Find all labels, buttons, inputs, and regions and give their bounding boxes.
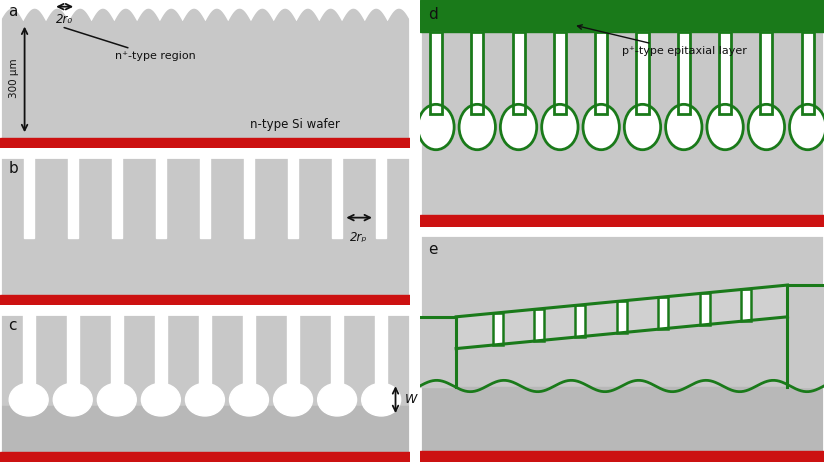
Ellipse shape: [418, 104, 453, 150]
Bar: [801, 32, 813, 114]
Ellipse shape: [53, 383, 92, 416]
Polygon shape: [740, 289, 750, 321]
Text: c: c: [8, 318, 17, 333]
Bar: [759, 32, 772, 114]
Polygon shape: [616, 301, 626, 333]
Bar: [23, 157, 34, 238]
Bar: [677, 32, 689, 114]
Ellipse shape: [185, 383, 224, 416]
Bar: [419, 387, 823, 450]
Bar: [199, 157, 210, 238]
Text: d: d: [428, 7, 437, 22]
Bar: [553, 32, 565, 114]
Bar: [22, 314, 35, 390]
Bar: [111, 314, 123, 390]
Text: b: b: [8, 161, 18, 176]
Ellipse shape: [141, 383, 180, 416]
Bar: [636, 32, 648, 114]
Ellipse shape: [789, 104, 825, 150]
Bar: [0, 452, 409, 462]
Polygon shape: [699, 293, 709, 325]
Ellipse shape: [500, 104, 536, 150]
Bar: [332, 157, 342, 238]
Bar: [331, 314, 343, 390]
Text: n-type Si wafer: n-type Si wafer: [250, 118, 340, 131]
Bar: [244, 157, 254, 238]
Polygon shape: [419, 317, 456, 387]
Bar: [287, 314, 299, 390]
Text: a: a: [8, 5, 17, 19]
Ellipse shape: [665, 104, 701, 150]
Ellipse shape: [541, 104, 577, 150]
Bar: [0, 138, 409, 148]
Bar: [155, 314, 167, 390]
Bar: [419, 450, 823, 462]
Ellipse shape: [318, 383, 356, 416]
Polygon shape: [492, 313, 502, 345]
Text: 2rₚ: 2rₚ: [350, 231, 367, 244]
Bar: [595, 32, 606, 114]
Bar: [677, 32, 689, 114]
Ellipse shape: [582, 104, 619, 150]
Bar: [553, 32, 565, 114]
Bar: [801, 32, 813, 114]
Bar: [429, 32, 442, 114]
Bar: [198, 314, 211, 390]
Text: e: e: [428, 242, 437, 257]
Bar: [512, 32, 524, 114]
Ellipse shape: [273, 383, 312, 416]
Ellipse shape: [98, 383, 136, 416]
Ellipse shape: [458, 104, 495, 150]
Polygon shape: [456, 285, 786, 348]
Ellipse shape: [361, 383, 400, 416]
Bar: [419, 215, 823, 227]
Text: n⁺-type region: n⁺-type region: [64, 28, 195, 61]
Ellipse shape: [748, 104, 784, 150]
Bar: [512, 32, 524, 114]
Bar: [429, 32, 442, 114]
Bar: [375, 314, 387, 390]
Bar: [242, 314, 255, 390]
Bar: [471, 32, 483, 114]
Ellipse shape: [9, 383, 48, 416]
Text: 300 μm: 300 μm: [9, 59, 19, 98]
Polygon shape: [786, 285, 823, 387]
Bar: [759, 32, 772, 114]
Bar: [68, 157, 78, 238]
Bar: [595, 32, 606, 114]
Bar: [636, 32, 648, 114]
Ellipse shape: [229, 383, 268, 416]
Bar: [288, 157, 298, 238]
Bar: [0, 406, 409, 462]
Polygon shape: [575, 305, 585, 337]
Bar: [66, 314, 79, 390]
Bar: [375, 157, 386, 238]
Bar: [471, 32, 483, 114]
Bar: [112, 157, 122, 238]
Text: W: W: [404, 393, 417, 406]
Polygon shape: [533, 309, 543, 340]
Bar: [718, 32, 730, 114]
Ellipse shape: [706, 104, 743, 150]
Text: 2r₀: 2r₀: [56, 13, 73, 26]
Text: p⁺-type epitaxial layer: p⁺-type epitaxial layer: [577, 25, 746, 56]
Bar: [718, 32, 730, 114]
Bar: [155, 157, 165, 238]
Bar: [419, 0, 823, 32]
Ellipse shape: [624, 104, 660, 150]
Polygon shape: [657, 297, 667, 329]
Bar: [0, 295, 409, 305]
